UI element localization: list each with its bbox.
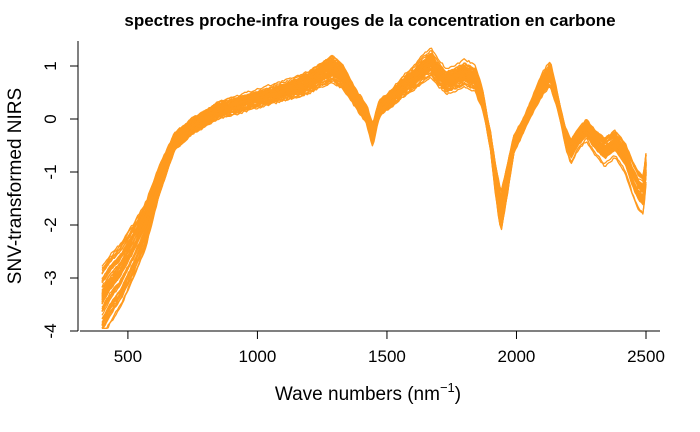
spectrum-line [101,55,647,300]
spectrum-line [101,59,647,295]
spectrum-line [102,55,647,330]
spectrum-line [101,63,647,308]
spectrum-line [101,58,647,329]
spectrum-line [101,67,647,267]
spectrum-line [101,74,647,282]
spectrum-line [101,67,647,312]
spectrum-line [101,64,647,313]
x-tick-label: 2500 [627,347,665,366]
y-tick-label: -2 [41,217,60,232]
y-tick-label: -4 [41,323,60,338]
spectrum-line [101,71,647,282]
spectrum-line [101,58,647,301]
y-tick-label: 0 [41,114,60,123]
y-axis-label: SNV-transformed NIRS [5,88,26,284]
spectrum-line [101,64,647,299]
spectrum-line [101,66,647,275]
spectrum-line [101,63,647,288]
spectrum-line [101,52,647,329]
x-axis-label-main: Wave numbers (nm [275,384,440,405]
spectrum-line [101,63,647,275]
spectrum-line [101,58,647,297]
x-tick-label: 1500 [368,347,406,366]
spectrum-line [101,76,647,280]
spectrum-line [101,69,647,302]
spectrum-line [101,63,647,280]
spectrum-line [101,56,647,329]
spectrum-line [101,67,647,303]
spectrum-line [101,68,647,271]
spectrum-line [101,72,647,294]
spectrum-line [101,53,647,323]
spectrum-line [101,67,647,269]
spectrum-line [101,47,647,326]
spectrum-line [101,60,647,297]
spectrum-line [101,55,647,298]
spectrum-line [101,67,647,296]
spectrum-line [101,61,647,305]
spectrum-line [101,70,647,293]
x-tick-label: 2000 [498,347,536,366]
spectrum-line [101,65,647,291]
x-tick-label: 500 [114,347,142,366]
spectrum-line [101,59,647,284]
spectrum-line [101,62,647,310]
y-tick-label: 1 [41,61,60,70]
spectrum-line [101,61,647,298]
spectrum-line [101,73,647,283]
spectrum-line [101,66,647,272]
spectrum-line [101,73,647,288]
spectrum-line [101,57,647,310]
chart-title: spectres proche-infra rouges de la conce… [124,11,615,30]
spectrum-line [101,69,647,274]
spectrum-line [101,54,647,316]
y-axis-ticks: -4 -3 -2 -1 0 1 [41,61,78,339]
x-axis-ticks: 500 1000 1500 2000 2500 [114,331,665,366]
spectrum-line [101,58,647,320]
spectrum-line [101,60,647,312]
spectrum-line [101,57,647,303]
spectrum-line [101,59,647,305]
y-tick-label: -1 [41,164,60,179]
spectrum-line [101,59,647,327]
spectrum-line [101,65,647,320]
spectrum-line [101,65,647,292]
spectrum-line [101,64,647,296]
spectrum-line [101,55,647,303]
spectra-lines [101,47,647,330]
x-axis-label-superscript: −1 [440,380,455,395]
spectrum-line [101,63,647,283]
spectrum-line [101,64,647,279]
spectrum-line [101,57,647,323]
spectrum-line [101,50,647,325]
x-axis-label: Wave numbers (nm−1) [275,380,461,405]
spectrum-line [101,67,647,283]
spectrum-line [101,59,647,300]
spectrum-line [102,59,647,330]
x-axis-label-close: ) [455,384,461,405]
spectrum-line [101,58,647,305]
y-tick-label: -3 [41,270,60,285]
x-tick-label: 1000 [239,347,277,366]
spectrum-line [101,63,647,301]
